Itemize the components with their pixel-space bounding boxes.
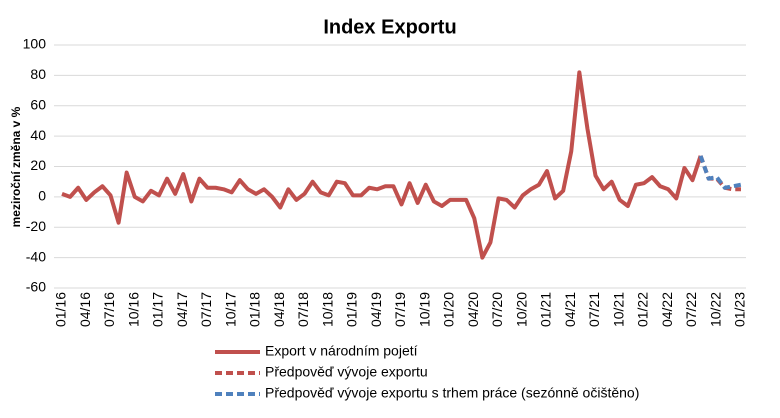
x-tick-label: 10/16 <box>125 292 141 327</box>
series-line <box>698 155 742 190</box>
x-tick-label: 01/20 <box>441 292 457 327</box>
x-tick-label: 04/16 <box>77 292 93 327</box>
y-axis-label: meziroční změna v % <box>9 106 23 227</box>
x-tick-label: 10/21 <box>610 292 626 327</box>
x-tick-label: 07/18 <box>295 292 311 327</box>
y-tick-label: 40 <box>30 127 46 143</box>
x-tick-label: 01/23 <box>732 292 748 327</box>
x-tick-label: 04/22 <box>659 292 675 327</box>
y-tick-label: 20 <box>30 157 46 173</box>
x-tick-label: 07/20 <box>489 292 505 327</box>
x-tick-label: 10/22 <box>707 292 723 327</box>
x-tick-label: 01/22 <box>635 292 651 327</box>
x-tick-label: 04/18 <box>271 292 287 327</box>
y-tick-label: 100 <box>23 36 47 52</box>
x-tick-label: 01/19 <box>344 292 360 327</box>
y-tick-label: 80 <box>30 66 46 82</box>
x-tick-label: 07/21 <box>586 292 602 327</box>
x-tick-label: 01/16 <box>53 292 69 327</box>
x-tick-label: 07/22 <box>683 292 699 327</box>
x-tick-label: 01/21 <box>538 292 554 327</box>
x-tick-label: 10/20 <box>513 292 529 327</box>
x-tick-label: 01/17 <box>150 292 166 327</box>
x-tick-label: 04/19 <box>368 292 384 327</box>
x-tick-label: 04/17 <box>174 292 190 327</box>
x-tick-label: 07/16 <box>101 292 117 327</box>
x-tick-label: 04/21 <box>562 292 578 327</box>
x-tick-label: 10/19 <box>416 292 432 327</box>
x-tick-label: 07/19 <box>392 292 408 327</box>
x-tick-label: 10/17 <box>222 292 238 327</box>
legend-label: Předpověď vývoje exportu <box>265 364 428 380</box>
x-tick-label: 10/18 <box>319 292 335 327</box>
y-tick-label: -20 <box>26 218 46 234</box>
y-tick-label: -40 <box>26 248 46 264</box>
series-line <box>61 70 703 260</box>
x-tick-label: 07/17 <box>198 292 214 327</box>
legend-label: Předpověď vývoje exportu s trhem práce (… <box>265 385 639 401</box>
y-tick-label: -60 <box>26 279 46 295</box>
legend-label: Export v národním pojetí <box>265 343 418 359</box>
x-tick-label: 04/20 <box>465 292 481 327</box>
y-tick-label: 0 <box>38 188 46 204</box>
chart-title: Index Exportu <box>323 16 456 38</box>
y-tick-label: 60 <box>30 96 46 112</box>
x-tick-label: 01/18 <box>247 292 263 327</box>
